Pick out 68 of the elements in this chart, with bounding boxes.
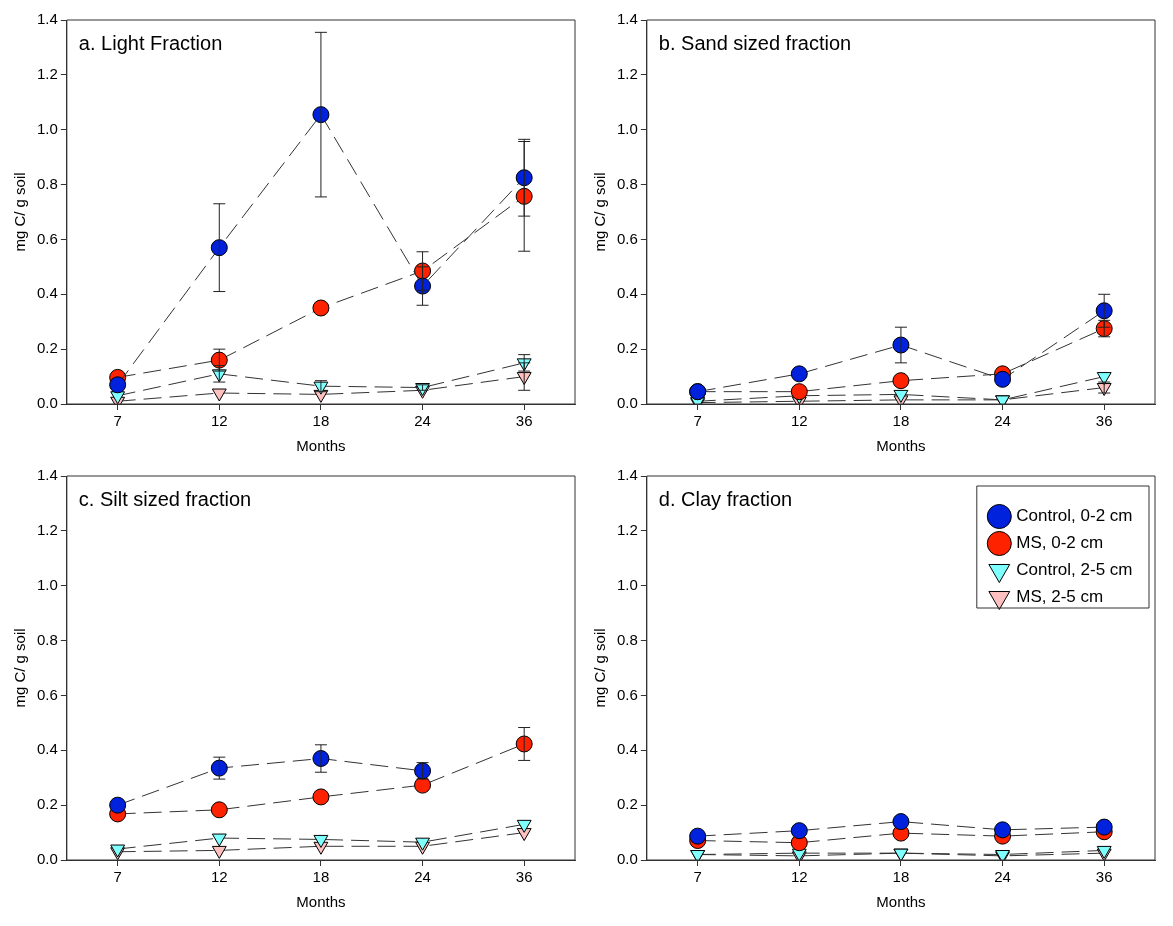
y-axis-title: mg C/ g soil [11,172,29,252]
y-tick-label: 0.0 [36,394,58,412]
y-tick-label: 0.8 [616,630,638,648]
x-tick-label: 12 [790,868,808,886]
y-tick-label: 0.0 [616,850,638,868]
y-tick-label: 1.2 [616,521,638,538]
y-axis-title: mg C/ g soil [591,628,609,708]
x-tick-label: 18 [312,412,330,430]
y-tick-label: 0.8 [36,630,58,648]
legend-label: MS, 0-2 cm [1016,533,1104,553]
x-tick-label: 24 [994,412,1011,430]
y-tick-label: 0.4 [616,284,638,302]
legend-label: MS, 2-5 cm [1016,587,1104,607]
y-tick-label: 0.6 [616,229,638,247]
y-tick-label: 1.4 [616,466,638,484]
y-tick-label: 1.0 [616,119,638,137]
x-tick-label: 7 [113,412,122,430]
x-tick-label: 18 [892,868,910,886]
x-tick-label: 12 [210,412,228,430]
y-tick-label: 1.0 [36,575,58,593]
x-tick-label: 36 [1095,868,1113,886]
x-tick-label: 7 [113,868,122,886]
legend-label: Control, 2-5 cm [1016,560,1133,580]
legend-label: Control, 0-2 cm [1016,506,1133,526]
y-tick-label: 0.2 [36,795,58,813]
y-axis-title: mg C/ g soil [591,172,609,252]
x-tick-label: 24 [414,412,431,430]
y-tick-label: 1.4 [616,10,638,28]
y-tick-label: 1.2 [616,65,638,82]
y-tick-label: 0.6 [36,685,58,703]
x-tick-label: 18 [892,412,910,430]
x-axis-title: Months [296,893,346,911]
y-tick-label: 0.8 [616,174,638,192]
y-tick-label: 0.4 [36,740,58,758]
y-tick-label: 1.2 [36,521,58,538]
x-axis-title: Months [296,437,346,455]
x-tick-label: 24 [994,868,1011,886]
x-axis-title: Months [876,437,926,455]
x-tick-label: 12 [790,412,808,430]
y-tick-label: 0.2 [616,339,638,357]
text: c. Silt sized fraction [78,487,252,510]
y-tick-label: 0.6 [36,229,58,247]
y-tick-label: 0.0 [616,394,638,412]
y-tick-label: 0.0 [36,850,58,868]
x-axis-title: Months [876,893,926,911]
y-tick-label: 0.4 [36,284,58,302]
x-tick-label: 36 [515,412,533,430]
x-tick-label: 36 [1095,412,1113,430]
y-tick-label: 0.6 [616,685,638,703]
x-tick-label: 7 [693,868,702,886]
y-tick-label: 1.2 [36,65,58,82]
y-tick-label: 1.4 [36,466,58,484]
y-axis-title: mg C/ g soil [11,628,29,708]
text: d. Clay fraction [658,487,793,510]
text: a. Light Fraction [78,31,223,54]
x-tick-label: 12 [210,868,228,886]
y-tick-label: 0.2 [36,339,58,357]
x-tick-label: 36 [515,868,533,886]
y-tick-label: 1.0 [616,575,638,593]
x-tick-label: 7 [693,412,702,430]
x-tick-label: 24 [414,868,431,886]
text: b. Sand sized fraction [658,31,852,54]
y-tick-label: 0.2 [616,795,638,813]
y-tick-label: 0.8 [36,174,58,192]
y-tick-label: 1.0 [36,119,58,137]
y-tick-label: 1.4 [36,10,58,28]
x-tick-label: 18 [312,868,330,886]
y-tick-label: 0.4 [616,740,638,758]
